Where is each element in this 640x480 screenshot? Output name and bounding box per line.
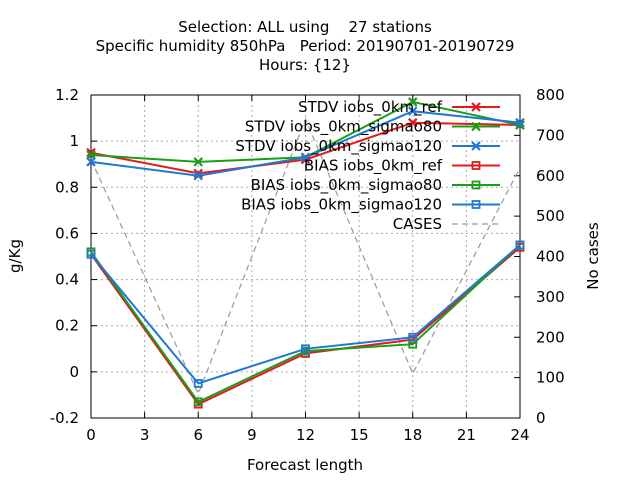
x-tick-label: 18 (403, 426, 422, 444)
marker-stroke (407, 106, 418, 116)
data-point (193, 157, 204, 167)
y2-tick-label: 600 (536, 167, 565, 185)
legend-label: BIAS iobs_0km_sigmao80 (251, 176, 442, 195)
y2-tick-label: 200 (536, 328, 565, 346)
x-tick-label: 24 (510, 426, 529, 444)
y-tick-label: -0.2 (50, 409, 79, 427)
y2-tick-label: 100 (536, 369, 565, 387)
title-line-3: Hours: {12} (259, 56, 351, 74)
data-point (86, 150, 96, 160)
data-point (301, 344, 310, 354)
x-tick-label: 3 (140, 426, 150, 444)
y-tick-label: 0.2 (55, 317, 79, 335)
data-point (193, 378, 203, 388)
y-axis-label: g/Kg (6, 239, 24, 273)
data-point (193, 170, 204, 181)
series-line (90, 246, 521, 406)
legend-item: BIAS iobs_0km_sigmao120 (241, 196, 500, 215)
legend-item: STDV iobs_0km_sigmao80 (245, 118, 500, 137)
legend-label: BIAS iobs_0km_ref (304, 157, 443, 176)
y2-tick-label: 0 (536, 409, 546, 427)
data-point (407, 117, 418, 128)
x-tick-label: 21 (457, 426, 476, 444)
marker-stroke (86, 150, 96, 160)
title-line-2: Specific humidity 850hPa Period: 2019070… (96, 37, 515, 55)
marker-stroke (471, 141, 481, 151)
marker-stroke (193, 157, 204, 167)
x-axis-label: Forecast length (247, 456, 363, 474)
y-tick-label: 0 (69, 363, 79, 381)
y-tick-label: 0.4 (55, 271, 79, 289)
legend-item: STDV iobs_0km_sigmao120 (235, 137, 500, 156)
series-2 (86, 106, 525, 181)
marker-stroke (515, 120, 525, 130)
y2-axis-label: No cases (584, 222, 602, 290)
x-tick-label: 12 (296, 426, 315, 444)
marker-stroke (193, 170, 204, 181)
legend-marker (471, 161, 481, 170)
legend-label: STDV iobs_0km_sigmao80 (245, 118, 442, 137)
x-tick-label: 0 (86, 426, 96, 444)
data-point (407, 97, 418, 107)
series-line (90, 117, 521, 396)
marker-stroke (86, 147, 96, 158)
legend-marker (471, 141, 481, 151)
data-point (515, 117, 525, 128)
data-point (86, 249, 96, 259)
data-point (86, 157, 96, 167)
series-line (90, 244, 521, 385)
data-point (515, 240, 525, 250)
y2-tick-label: 800 (536, 86, 565, 104)
series-6 (90, 117, 521, 396)
marker-stroke (515, 117, 525, 128)
x-tick-label: 9 (247, 426, 257, 444)
x-tick-label: 15 (350, 426, 369, 444)
axis-ticks: 0 3 6 9 12 15 18 21 24 -0.2 0 0.2 0.4 0.6 0.8 1 1.2 0 100 2… (50, 86, 565, 444)
title-line-1: Selection: ALL using 27 stations (178, 18, 432, 36)
legend-marker (471, 200, 481, 209)
legend-item: CASES (393, 215, 500, 233)
legend-item: STDV iobs_0km_ref (298, 98, 500, 117)
y2-tick-label: 400 (536, 248, 565, 266)
y-tick-label: 1 (69, 132, 79, 150)
marker-stroke (407, 97, 418, 107)
y2-tick-label: 700 (536, 126, 565, 144)
legend-item: BIAS iobs_0km_ref (304, 157, 500, 176)
y-tick-label: 1.2 (55, 86, 79, 104)
series-5 (86, 240, 525, 388)
y-tick-label: 0.6 (55, 224, 79, 242)
marker-stroke (86, 157, 96, 167)
marker-stroke (471, 121, 481, 132)
data-point (300, 152, 311, 163)
legend-item: BIAS iobs_0km_sigmao80 (251, 176, 500, 195)
y2-tick-label: 500 (536, 207, 565, 225)
data-point (408, 332, 418, 342)
x-tick-label: 6 (193, 426, 203, 444)
data-point (407, 106, 418, 116)
series-0 (86, 117, 525, 179)
y2-tick-label: 300 (536, 288, 565, 306)
series-line (90, 244, 521, 404)
legend-label: CASES (393, 215, 442, 233)
marker-stroke (407, 117, 418, 128)
legend-label: STDV iobs_0km_sigmao120 (235, 137, 442, 156)
series-group (86, 97, 525, 409)
y-tick-label: 0.8 (55, 178, 79, 196)
marker-stroke (300, 152, 311, 163)
marker-stroke (471, 102, 481, 112)
legend-label: BIAS iobs_0km_sigmao120 (241, 196, 442, 215)
legend-marker (471, 102, 481, 112)
data-point (193, 397, 203, 407)
legend-label: STDV iobs_0km_ref (298, 98, 443, 117)
chart-title: Selection: ALL using 27 stations Specifi… (96, 18, 515, 74)
legend-marker (471, 121, 481, 132)
legend-marker (471, 180, 481, 190)
